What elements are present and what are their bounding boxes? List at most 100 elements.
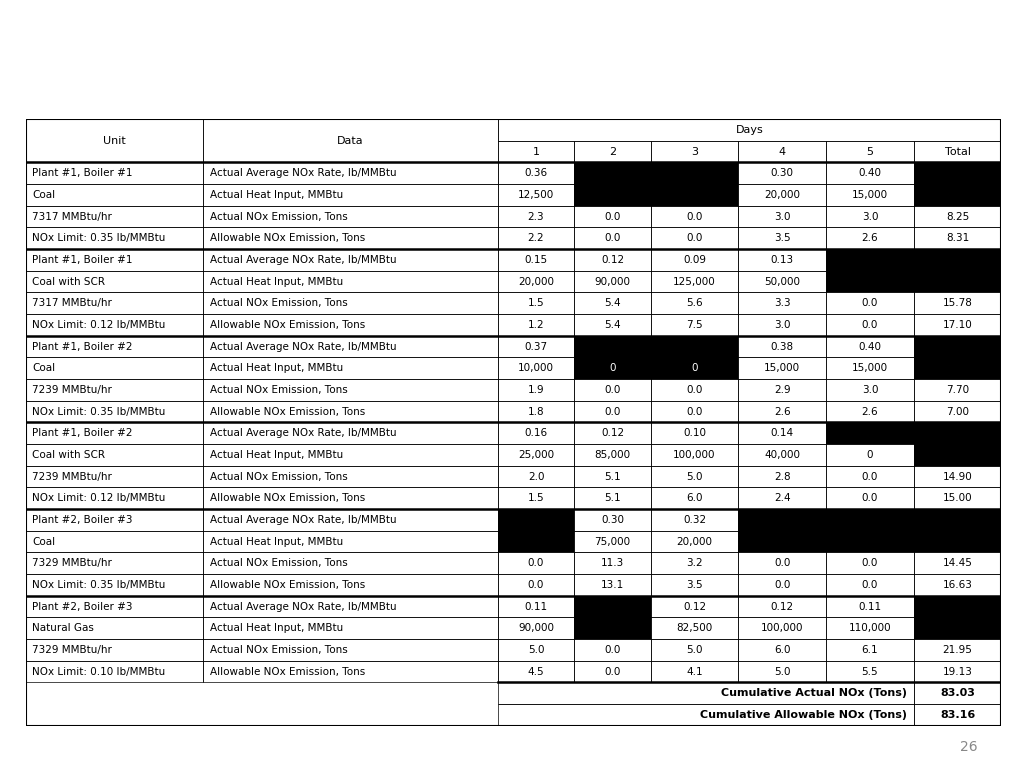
Text: 90,000: 90,000 [518, 624, 554, 634]
Bar [203, 293, 498, 314]
Text: 21.95: 21.95 [943, 645, 973, 655]
Bar [826, 336, 913, 357]
Text: 5.1: 5.1 [604, 493, 621, 503]
Bar [738, 639, 826, 660]
Bar [574, 162, 650, 184]
Bar [650, 574, 738, 596]
Text: 82,500: 82,500 [677, 624, 713, 634]
Text: 15,000: 15,000 [852, 363, 888, 373]
Text: 85,000: 85,000 [594, 450, 631, 460]
Bar [203, 379, 498, 401]
Bar [574, 227, 650, 249]
Text: 4: 4 [778, 147, 785, 157]
Text: Coal: Coal [33, 190, 55, 200]
Bar [826, 357, 913, 379]
Bar [26, 596, 203, 617]
Text: 0.0: 0.0 [862, 320, 879, 330]
Text: 6.1: 6.1 [861, 645, 879, 655]
Bar [650, 206, 738, 227]
Bar [203, 314, 498, 336]
Bar [203, 184, 498, 206]
Bar [913, 617, 1001, 639]
Bar [913, 271, 1001, 293]
Text: Actual Average NOx Rate, lb/MMBtu: Actual Average NOx Rate, lb/MMBtu [210, 429, 396, 439]
Bar [826, 552, 913, 574]
Bar [26, 271, 203, 293]
Text: Cumulative Actual NOx (Tons): Cumulative Actual NOx (Tons) [721, 688, 907, 698]
Text: 0.0: 0.0 [527, 580, 544, 590]
Bar [650, 293, 738, 314]
Text: 100,000: 100,000 [761, 624, 804, 634]
Text: 0.0: 0.0 [862, 580, 879, 590]
Bar [913, 422, 1001, 444]
Bar [650, 314, 738, 336]
Bar [498, 617, 574, 639]
Bar [574, 617, 650, 639]
Text: 3: 3 [691, 147, 698, 157]
Text: 13.1: 13.1 [601, 580, 624, 590]
Bar [574, 509, 650, 531]
Text: 0.30: 0.30 [601, 515, 624, 525]
Text: 125,000: 125,000 [673, 276, 716, 286]
Bar [913, 509, 1001, 531]
Text: 0.15: 0.15 [524, 255, 548, 265]
Bar [498, 509, 574, 531]
Text: 0.12: 0.12 [601, 429, 624, 439]
Bar [26, 184, 203, 206]
Bar [913, 509, 1001, 531]
Text: 7329 MMBtu/hr: 7329 MMBtu/hr [33, 645, 113, 655]
Text: 1.2: 1.2 [527, 320, 545, 330]
Bar [826, 379, 913, 401]
Bar [26, 119, 203, 162]
Text: 2.2: 2.2 [527, 233, 545, 243]
Text: 5.1: 5.1 [604, 472, 621, 482]
Text: 0.09: 0.09 [683, 255, 706, 265]
Bar [26, 574, 203, 596]
Text: Natural Gas: Natural Gas [33, 624, 94, 634]
Text: 0.0: 0.0 [604, 233, 621, 243]
Bar [498, 683, 913, 704]
Bar [826, 314, 913, 336]
Bar [26, 444, 203, 465]
Bar [913, 617, 1001, 639]
Text: Actual Heat Input, MMBtu: Actual Heat Input, MMBtu [210, 450, 343, 460]
Bar [650, 357, 738, 379]
Bar [574, 162, 650, 184]
Text: 5.0: 5.0 [527, 645, 545, 655]
Bar [203, 422, 498, 444]
Bar [26, 206, 203, 227]
Bar [574, 184, 650, 206]
Bar [738, 401, 826, 422]
Text: 40,000: 40,000 [764, 450, 800, 460]
Text: 0.0: 0.0 [774, 580, 791, 590]
Text: 0.38: 0.38 [771, 342, 794, 352]
Bar [203, 206, 498, 227]
Bar [498, 488, 574, 509]
Text: Actual Heat Input, MMBtu: Actual Heat Input, MMBtu [210, 363, 343, 373]
Bar [826, 509, 913, 531]
Bar [913, 249, 1001, 271]
Bar [574, 639, 650, 660]
Text: 1.8: 1.8 [527, 406, 545, 416]
Bar [913, 660, 1001, 683]
Text: 2.6: 2.6 [861, 406, 879, 416]
Text: Actual Average NOx Rate, lb/MMBtu: Actual Average NOx Rate, lb/MMBtu [210, 342, 396, 352]
Bar [203, 162, 498, 184]
Text: 15,000: 15,000 [764, 363, 801, 373]
Text: Plant #1, Boiler #2: Plant #1, Boiler #2 [33, 342, 133, 352]
Text: 3.3: 3.3 [774, 298, 791, 308]
Text: Days: Days [736, 125, 764, 135]
Bar [26, 314, 203, 336]
Text: Allowable NOx Emission, Tons: Allowable NOx Emission, Tons [210, 406, 366, 416]
Text: Coal: Coal [33, 537, 55, 547]
Text: Allowable NOx Emission, Tons: Allowable NOx Emission, Tons [210, 320, 366, 330]
Text: Allowable NOx Emission, Tons: Allowable NOx Emission, Tons [210, 493, 366, 503]
Text: 11.3: 11.3 [601, 558, 624, 568]
Bar [498, 336, 574, 357]
Text: 2.6: 2.6 [774, 406, 791, 416]
Text: Coal: Coal [33, 363, 55, 373]
Text: Actual Average NOx Rate, lb/MMBtu: Actual Average NOx Rate, lb/MMBtu [210, 601, 396, 611]
Text: Plant #2, Boiler #3: Plant #2, Boiler #3 [33, 601, 133, 611]
Text: NOx Limit: 0.35 lb/MMBtu: NOx Limit: 0.35 lb/MMBtu [33, 580, 166, 590]
Bar [203, 509, 498, 531]
